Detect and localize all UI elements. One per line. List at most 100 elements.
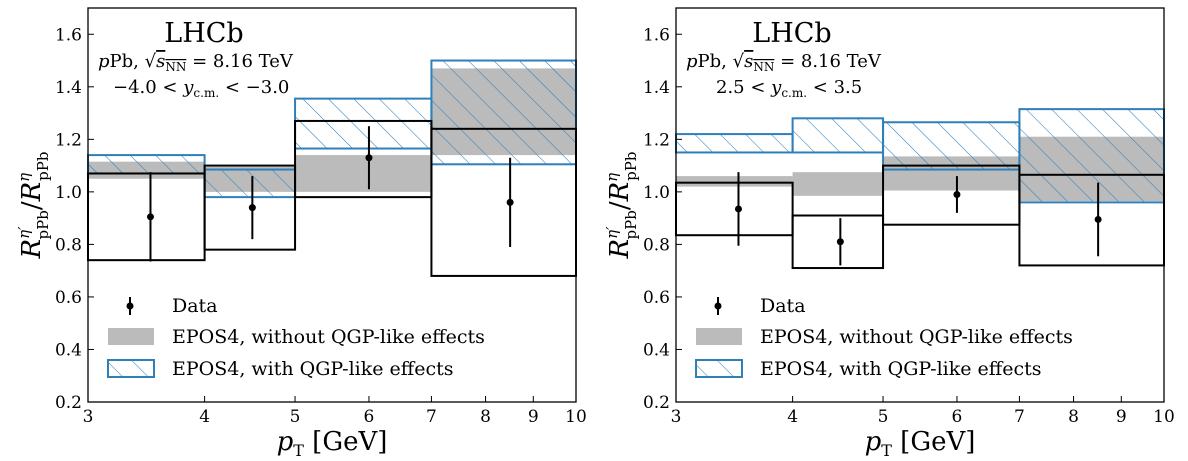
left-collision-label: pPb, √sNN = 8.16 TeV [98, 51, 294, 74]
left-range-right: < −3.0 [219, 77, 289, 98]
svg-text:Rη′pPb/RηpPb: Rη′pPb/RηpPb [603, 152, 640, 260]
right-legend-no-qgp-swatch [696, 328, 742, 345]
right-xtick-label-6: 9 [1116, 407, 1127, 427]
right-rapidity-range: 2.5 < yc.m. < 3.5 [716, 77, 862, 100]
left-epos4-qgp-band-0 [87, 154, 206, 175]
left-xlabel-unit: [GeV] [304, 427, 387, 457]
right-ytick-label-7: 1.6 [643, 25, 670, 45]
right-y-axis-title: Rη′pPb/RηpPb [603, 152, 640, 260]
left-ytick-label-4: 1.0 [55, 183, 82, 203]
right-ylabel-R: R [605, 239, 635, 260]
left-sqrt-sign: √ [145, 51, 157, 72]
left-xlabel-sub: T [293, 441, 304, 460]
right-plot-frame [675, 7, 1165, 403]
left-xtick-label-4: 7 [426, 407, 437, 427]
right-legend-data-label: Data [760, 295, 806, 317]
left-range-left: −4.0 < [113, 77, 183, 98]
right-ylabel-sup-num: η′ [603, 226, 621, 239]
right-ytick-label-1: 0.4 [643, 340, 670, 360]
right-range-left: 2.5 < [716, 77, 771, 98]
left-ytick-label-6: 1.4 [55, 78, 82, 98]
left-collision-p: p [98, 51, 110, 72]
left-legend-qgp-label: EPOS4, with QGP-like effects [172, 358, 454, 380]
right-ylabel-sup-den: η [603, 173, 621, 182]
left-xtick-label-2: 5 [290, 407, 301, 427]
left-sqrt-s: s [156, 51, 165, 72]
right-epos4-qgp-band-3 [1018, 108, 1165, 204]
right-ylabel-sub-den: pPb [622, 152, 640, 181]
left-legend-data-marker [126, 297, 134, 315]
left-epos4-qgp-band-3 [430, 59, 577, 166]
right-ylabel-R-den: R [605, 182, 635, 203]
right-range-y: y [770, 77, 782, 98]
left-axes-ticks: 0.2 0.4 0.6 0.8 1.0 1.2 1.4 1.6 3 4 5 6 7 8 9 10 [55, 25, 587, 427]
left-energy: = 8.16 TeV [186, 51, 294, 72]
right-ytick-label-2: 0.6 [643, 288, 670, 308]
right-epos4-qgp-band-0 [675, 133, 794, 154]
right-xlabel-unit: [GeV] [892, 427, 975, 457]
left-legend-no-qgp-label: EPOS4, without QGP-like effects [172, 326, 485, 348]
right-ytick-label-6: 1.4 [643, 78, 670, 98]
left-legend-no-qgp-swatch [108, 328, 154, 345]
left-range-ysub: c.m. [193, 86, 219, 100]
right-xtick-label-3: 6 [952, 407, 963, 427]
left-epos4-qgp-band-1 [203, 168, 297, 199]
left-ylabel-R-den: R [17, 182, 47, 203]
right-xtick-label-5: 8 [1068, 407, 1079, 427]
left-collision-species: Pb, [110, 51, 145, 72]
right-range-ysub: c.m. [781, 86, 807, 100]
right-sqrt-s: s [744, 51, 753, 72]
right-xtick-label-7: 10 [1153, 407, 1175, 427]
right-collision-species: Pb, [698, 51, 733, 72]
left-xtick-label-7: 10 [565, 407, 587, 427]
left-ytick-label-0: 0.2 [55, 393, 82, 413]
right-collision-p: p [686, 51, 698, 72]
left-ylabel-sub-num: pPb [34, 210, 52, 239]
left-legend: Data EPOS4, without QGP-like effects EPO… [107, 295, 485, 380]
right-ytick-label-4: 1.0 [643, 183, 670, 203]
left-chart-title: LHCb [164, 18, 243, 49]
left-data-point-3 [506, 198, 514, 206]
right-legend-qgp-label: EPOS4, with QGP-like effects [760, 358, 1042, 380]
left-data-syst-box-1 [203, 164, 297, 251]
left-legend-qgp-swatch [107, 359, 155, 378]
right-data-point-3 [1094, 215, 1102, 223]
right-xtick-label-0: 3 [671, 407, 682, 427]
svg-text:Rη′pPb/RηpPb: Rη′pPb/RηpPb [15, 152, 52, 260]
left-ytick-label-3: 0.8 [55, 235, 82, 255]
left-xtick-label-6: 9 [528, 407, 539, 427]
right-legend-data-marker [714, 297, 722, 315]
right-xtick-label-1: 4 [787, 407, 798, 427]
right-xtick-label-4: 7 [1014, 407, 1025, 427]
left-epos4-qgp-band-2 [294, 97, 433, 150]
right-epos4-no-qgp-band-1 [792, 172, 884, 196]
right-xlabel-sub: T [881, 441, 892, 460]
left-ytick-label-7: 1.6 [55, 25, 82, 45]
left-rapidity-range: −4.0 < yc.m. < −3.0 [113, 77, 289, 100]
left-ylabel-sup-num: η′ [15, 226, 33, 239]
right-chart-panel: 0.2 0.4 0.6 0.8 1.0 1.2 1.4 1.6 3 4 5 6 7 8 9 10 LHCb p… [603, 7, 1175, 460]
right-epos4-qgp-band-2 [882, 121, 1021, 171]
left-ytick-label-5: 1.2 [55, 130, 82, 150]
left-xtick-label-1: 4 [199, 407, 210, 427]
left-data-point-1 [248, 204, 256, 212]
right-xtick-label-2: 5 [878, 407, 889, 427]
left-data-syst-box-0 [87, 172, 206, 262]
left-ylabel-sub-den: pPb [34, 152, 52, 181]
right-sqrt-sub: NN [753, 60, 774, 74]
right-epos4-qgp-band-1 [791, 117, 885, 154]
left-data-point-0 [146, 213, 154, 221]
left-sqrt-sub: NN [165, 60, 186, 74]
right-collision-label: pPb, √sNN = 8.16 TeV [686, 51, 882, 74]
right-data-syst-box-0 [675, 181, 794, 237]
right-data-point-0 [734, 205, 742, 213]
right-ytick-label-0: 0.2 [643, 393, 670, 413]
left-epos4-no-qgp-band-2 [295, 155, 432, 192]
right-sqrt-sign: √ [733, 51, 745, 72]
left-plot-frame [87, 7, 577, 403]
right-energy: = 8.16 TeV [774, 51, 882, 72]
left-xtick-label-0: 3 [83, 407, 94, 427]
left-ylabel-slash: / [17, 201, 47, 210]
left-x-axis-title: pT [GeV] [277, 427, 388, 460]
